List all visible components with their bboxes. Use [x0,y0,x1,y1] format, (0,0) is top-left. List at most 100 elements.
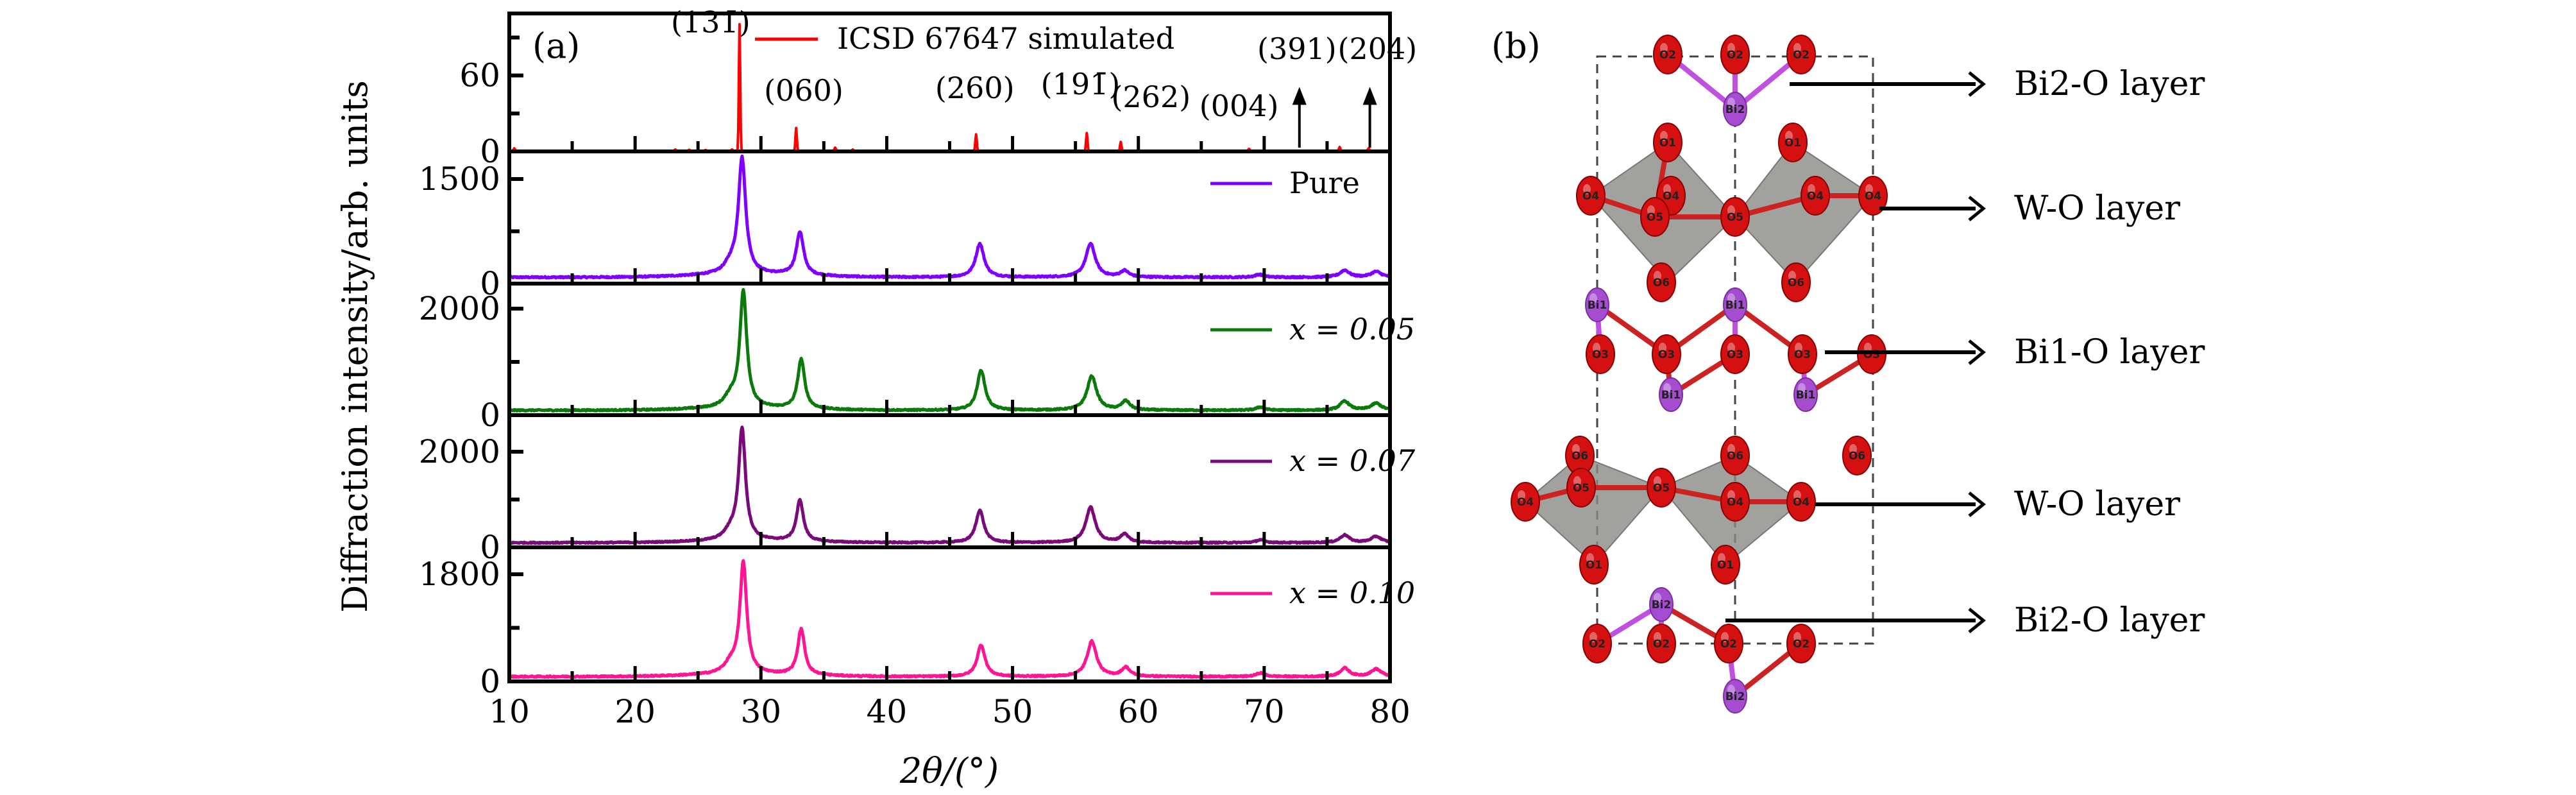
atom-label: O6 [1653,277,1670,289]
atom-label: Bi2 [1652,599,1672,611]
bismuth-atom: Bi1 [1585,287,1609,322]
bismuth-atom: Bi1 [1793,377,1818,412]
atom-sphere [1720,35,1750,74]
atom-highlight [1727,685,1735,695]
atom-highlight [1727,205,1735,216]
layer-label: Bi2-O layer [2014,65,2205,103]
atom-label: O3 [1727,348,1743,361]
atom-label: O5 [1647,211,1663,224]
oxygen-atom: O4 [1801,176,1830,216]
bonds [1525,52,1874,699]
atom-label: O2 [1720,638,1737,651]
atom-label: O5 [1653,482,1670,495]
atom-highlight [1721,632,1729,642]
atom-sphere [1566,468,1596,508]
oxygen-atom: O6 [1647,262,1676,302]
atom-highlight [1849,444,1857,454]
atom-highlight [1727,490,1735,500]
panel-b-tag: (b) [1491,26,1541,66]
atom-highlight [1583,184,1591,194]
arrow-head-icon [1292,87,1307,105]
atom-label: O4 [1582,190,1599,203]
atom-sphere [1720,482,1750,522]
atom-highlight [1727,293,1735,303]
hkl-label: (262) [1111,80,1191,114]
hkl-label: (260) [935,71,1015,105]
atom-sphere [1647,262,1676,302]
atom-highlight [1798,383,1806,393]
atom-highlight [1793,490,1801,500]
atom-label: Bi2 [1725,103,1745,116]
layer-arrow [1879,196,1986,221]
oxygen-atom: O2 [1582,624,1612,663]
legend-label: ICSD 67647 simulated [837,21,1174,56]
atom-highlight [1654,271,1661,281]
atom-highlight [1660,43,1668,53]
atom-label: O6 [1788,277,1804,289]
atom-sphere [1788,334,1817,374]
y-tick-label: 0 [480,265,500,302]
atom-sphere [1649,587,1674,622]
y-tick-label: 0 [480,397,500,434]
atom-sphere [1793,377,1818,412]
atom-label: O4 [1517,496,1534,509]
oxygen-atom: O2 [1647,624,1676,663]
series-line-sample-4 [507,559,1391,680]
atom-highlight [1654,632,1661,642]
y-tick-label: 2000 [419,290,500,327]
atom-highlight [1647,205,1655,216]
atom-sphere [1582,624,1612,663]
layer-label: W-O layer [2014,485,2180,524]
atom-highlight [1795,343,1802,353]
atom-highlight [1572,444,1580,454]
atom-highlight [1727,43,1735,53]
atom-sphere [1781,262,1811,302]
legend-label: x = 0.07 [1289,443,1416,478]
atom-highlight [1654,593,1661,603]
atom-highlight [1586,553,1594,563]
atom-sphere [1723,679,1747,714]
bismuth-atom: Bi2 [1649,587,1674,622]
atom-highlight [1518,490,1525,500]
atom-label: O6 [1727,450,1743,463]
atom-label: O3 [1794,348,1811,361]
atom-label: O2 [1653,638,1670,651]
atom-label: Bi1 [1588,299,1607,312]
oxygen-atom: O2 [1786,35,1816,74]
atom-sphere [1647,468,1676,508]
x-axis-title: 2θ/(°) [899,751,999,791]
atom-highlight [1589,293,1597,303]
layer-label: Bi1-O layer [2014,333,2205,372]
oxygen-atom: O3 [1652,334,1681,374]
hkl-label: (131̄) [671,5,750,40]
layer-label: W-O layer [2014,189,2180,228]
atom-sphere [1647,624,1676,663]
atom-sphere [1723,92,1747,126]
atom-sphere [1720,334,1750,374]
atom-label: Bi1 [1796,389,1816,402]
oxygen-atom: O2 [1720,35,1750,74]
atom-sphere [1786,35,1816,74]
atom-highlight [1663,383,1671,393]
panel-a-tag: (a) [532,26,580,66]
bismuth-atom: Bi2 [1723,92,1747,126]
oxygen-atom: O4 [1576,176,1606,216]
atom-sphere [1579,545,1609,585]
atom-label: O2 [1727,49,1743,62]
y-tick-label: 1800 [419,556,500,593]
atom-highlight [1663,184,1671,194]
atom-sphere [1786,624,1816,663]
y-tick-label: 1500 [419,160,500,198]
arrow-head-icon [1362,87,1377,105]
oxygen-atom: O4 [1858,176,1888,216]
layer-arrow [1725,608,1986,633]
atom-label: Bi2 [1725,690,1745,703]
atom-label: O4 [1807,190,1824,203]
oxygen-atom: O5 [1647,468,1676,508]
oxygen-atom: O1 [1711,545,1740,585]
y-tick-label: 0 [480,663,500,700]
oxygen-atom: O5 [1566,468,1596,508]
atom-highlight [1785,131,1793,141]
